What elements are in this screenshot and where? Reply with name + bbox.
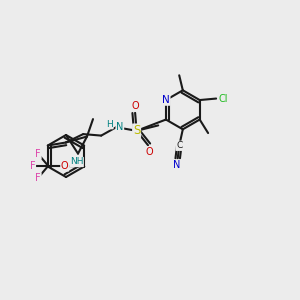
Text: O: O: [146, 147, 153, 157]
Text: H: H: [106, 120, 113, 129]
Text: F: F: [35, 149, 41, 159]
Text: NH: NH: [70, 158, 83, 166]
Text: F: F: [35, 173, 41, 183]
Text: O: O: [61, 161, 68, 171]
Text: C: C: [176, 141, 182, 150]
Text: S: S: [133, 124, 140, 137]
Text: N: N: [162, 95, 170, 105]
Text: N: N: [173, 160, 181, 170]
Text: N: N: [116, 122, 124, 132]
Text: Cl: Cl: [218, 94, 228, 103]
Text: O: O: [131, 101, 139, 111]
Text: F: F: [30, 161, 35, 171]
